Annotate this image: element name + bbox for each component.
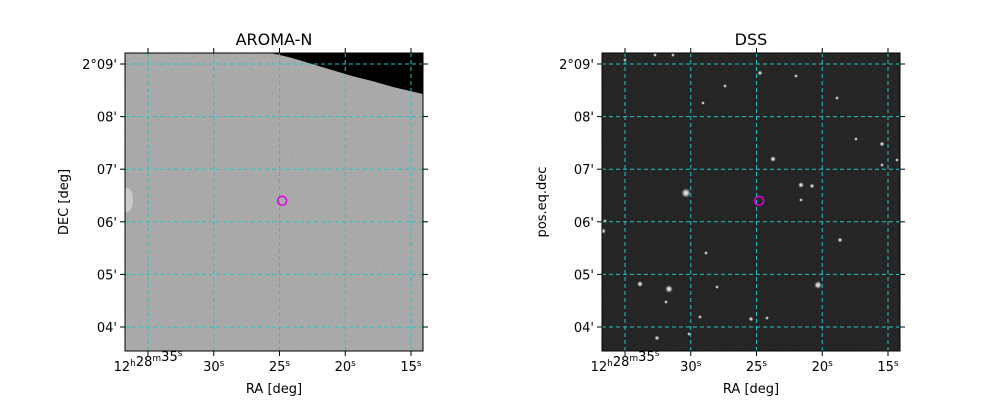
y-tick-label: 04' bbox=[574, 321, 594, 336]
plot-frame bbox=[124, 52, 424, 352]
x-tick-label: 15s bbox=[400, 359, 422, 375]
star bbox=[654, 335, 660, 341]
star bbox=[794, 74, 798, 78]
star bbox=[895, 158, 899, 162]
y-axis-label: pos.eq.dec bbox=[535, 167, 550, 238]
plot-frame bbox=[601, 52, 901, 352]
y-axis-label: DEC [deg] bbox=[57, 169, 72, 235]
star bbox=[637, 281, 643, 287]
star bbox=[799, 198, 803, 202]
axis-ticks: 12h28m35s 30s 25s 20s 15s 2°09' 08' 07' 06' 05' 04… bbox=[559, 48, 905, 375]
star bbox=[765, 316, 769, 320]
y-tick-label: 07' bbox=[574, 163, 594, 178]
star bbox=[665, 285, 673, 293]
star bbox=[757, 70, 763, 76]
y-tick-label: 05' bbox=[97, 268, 117, 283]
y-tick-label: 04' bbox=[97, 321, 117, 336]
x-tick-label: 25s bbox=[269, 359, 291, 375]
star bbox=[879, 141, 885, 147]
y-tick-label: 2°09' bbox=[559, 58, 594, 73]
star bbox=[704, 251, 708, 255]
star bbox=[837, 237, 843, 243]
aroma-n-panel: AROMA-N 12h28m35s 30s 25s 20s 15s 2°09' 08' 07'… bbox=[57, 30, 428, 397]
dss-image bbox=[602, 53, 900, 351]
star bbox=[687, 332, 691, 336]
star bbox=[854, 137, 858, 141]
grid-lines bbox=[125, 53, 423, 351]
aroma-n-image bbox=[125, 53, 423, 351]
target-circle bbox=[276, 195, 288, 207]
grid-lines bbox=[602, 53, 900, 351]
x-axis-label: RA [deg] bbox=[723, 382, 779, 397]
star bbox=[603, 219, 607, 223]
x-tick-label: 12h28m35s bbox=[591, 349, 660, 375]
y-tick-label: 07' bbox=[97, 163, 117, 178]
x-tick-label: 20s bbox=[812, 359, 834, 375]
star bbox=[723, 84, 727, 88]
star bbox=[681, 188, 691, 198]
star bbox=[671, 53, 675, 57]
y-tick-label: 05' bbox=[574, 268, 594, 283]
x-tick-label: 12h28m35s bbox=[114, 349, 183, 375]
x-tick-label: 30s bbox=[203, 359, 225, 375]
x-tick-label: 30s bbox=[680, 359, 702, 375]
star bbox=[798, 182, 804, 188]
panel-title: AROMA-N bbox=[236, 30, 313, 49]
x-axis-label: RA [deg] bbox=[246, 382, 302, 397]
star bbox=[602, 228, 606, 234]
star-field bbox=[602, 53, 899, 341]
axis-ticks: 12h28m35s 30s 25s 20s 15s 2°09' 08' 07' 06' 05' 04… bbox=[82, 48, 428, 375]
y-tick-label: 06' bbox=[97, 216, 117, 231]
target-marker bbox=[276, 195, 288, 207]
y-tick-label: 06' bbox=[574, 216, 594, 231]
star bbox=[835, 96, 839, 100]
missing-data-region bbox=[270, 53, 423, 94]
dss-panel: DSS 12h28m35s 30s 25s 20s 15s 2°09' 08' 07' 06' 0… bbox=[535, 30, 905, 397]
star bbox=[880, 163, 884, 167]
star bbox=[701, 101, 705, 105]
star bbox=[664, 300, 668, 304]
x-tick-label: 15s bbox=[877, 359, 899, 375]
star bbox=[715, 285, 719, 289]
star bbox=[698, 315, 702, 319]
target-circle bbox=[753, 195, 765, 207]
y-tick-label: 08' bbox=[97, 111, 117, 126]
star bbox=[770, 156, 776, 162]
star bbox=[814, 281, 822, 289]
panel-title: DSS bbox=[735, 30, 768, 49]
star bbox=[748, 316, 754, 322]
star bbox=[809, 183, 815, 189]
star bbox=[653, 53, 657, 57]
target-marker bbox=[753, 195, 765, 207]
x-tick-label: 20s bbox=[335, 359, 357, 375]
x-tick-label: 25s bbox=[746, 359, 768, 375]
y-tick-label: 08' bbox=[574, 111, 594, 126]
y-tick-label: 2°09' bbox=[82, 58, 117, 73]
